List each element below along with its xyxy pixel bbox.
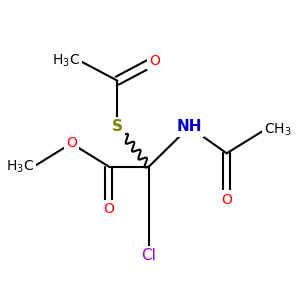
Text: Cl: Cl <box>142 248 156 263</box>
Text: H$_3$C: H$_3$C <box>6 158 34 175</box>
Text: S: S <box>112 119 123 134</box>
Text: O: O <box>103 202 114 216</box>
Text: H$_3$C: H$_3$C <box>52 52 80 69</box>
Text: O: O <box>221 193 232 206</box>
Text: O: O <box>149 54 160 68</box>
Text: NH: NH <box>176 119 202 134</box>
Text: O: O <box>66 136 77 150</box>
Text: CH$_3$: CH$_3$ <box>264 122 292 138</box>
